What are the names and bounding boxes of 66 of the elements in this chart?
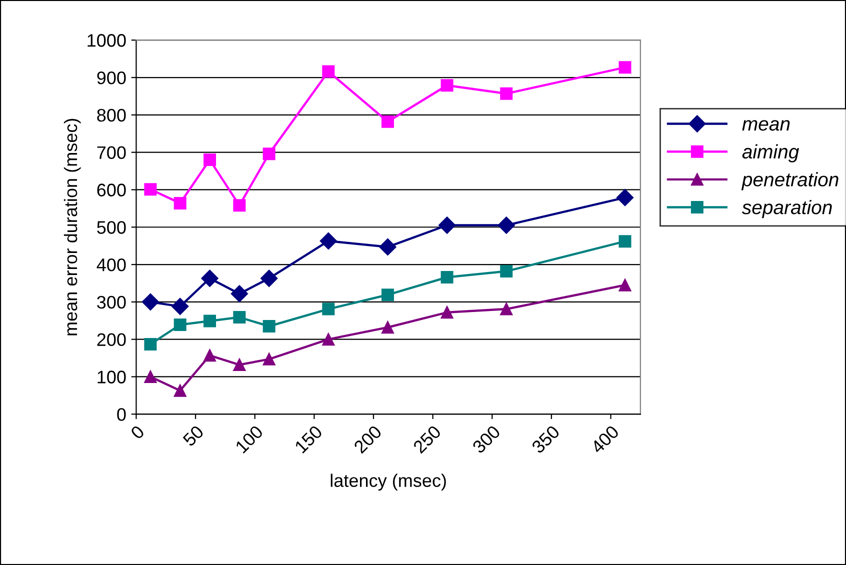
point xyxy=(144,183,157,196)
x-tick-label: 150 xyxy=(294,424,324,454)
point xyxy=(144,370,157,383)
point xyxy=(440,79,454,92)
point xyxy=(618,235,632,248)
point xyxy=(262,352,276,366)
point xyxy=(233,199,246,212)
point xyxy=(260,270,278,287)
y-tick-label: 600 xyxy=(97,184,126,196)
point xyxy=(172,298,189,315)
point xyxy=(262,320,276,332)
point xyxy=(381,115,394,128)
point xyxy=(618,61,632,74)
point xyxy=(142,293,159,310)
point xyxy=(616,189,634,206)
point xyxy=(500,302,513,316)
point xyxy=(322,333,335,346)
point xyxy=(230,285,248,302)
point xyxy=(381,321,394,334)
x-tick-label: 200 xyxy=(353,424,382,454)
point xyxy=(379,238,396,256)
point xyxy=(174,196,186,210)
point xyxy=(201,270,218,287)
x-tick-label: 400 xyxy=(590,424,620,454)
y-tick-label: 500 xyxy=(97,221,126,234)
y-tick-label: 400 xyxy=(96,258,126,272)
x-tick-label: 50 xyxy=(182,424,204,447)
point xyxy=(381,288,394,302)
legend-label: aiming xyxy=(742,144,800,162)
point xyxy=(322,65,335,78)
point xyxy=(440,271,454,284)
y-tick-label: 200 xyxy=(97,333,126,346)
y-tick-label: 900 xyxy=(97,71,126,84)
y-tick-label: 100 xyxy=(98,370,126,384)
x-tick-label: 0 xyxy=(130,424,146,440)
x-axis-title: latency (msec) xyxy=(330,474,446,491)
legend-label: separation xyxy=(742,200,832,218)
x-tick-label: 100 xyxy=(234,424,264,454)
y-tick-label: 0 xyxy=(117,408,126,421)
point xyxy=(262,148,276,160)
y-axis-title: mean error duration (msec) xyxy=(64,118,81,336)
point xyxy=(204,314,216,328)
point xyxy=(204,349,216,362)
x-tick-label: 350 xyxy=(530,424,560,454)
point xyxy=(233,311,246,324)
point xyxy=(320,232,337,250)
point xyxy=(233,358,246,372)
point xyxy=(440,306,454,319)
point xyxy=(204,154,216,166)
point xyxy=(498,216,515,234)
point xyxy=(174,384,186,397)
x-tick-label: 300 xyxy=(472,424,502,454)
point xyxy=(438,216,456,234)
x-tick-label: 250 xyxy=(412,424,442,454)
legend-label: mean xyxy=(742,120,790,131)
point xyxy=(144,338,157,350)
y-tick-label: 1000 xyxy=(88,34,126,47)
point xyxy=(322,302,335,316)
y-tick-label: 800 xyxy=(97,108,126,122)
y-tick-label: 700 xyxy=(97,146,126,160)
point xyxy=(500,87,513,100)
legend-label: penetration xyxy=(741,172,838,190)
point xyxy=(174,318,186,331)
point xyxy=(618,278,632,292)
point xyxy=(500,265,513,278)
y-tick-label: 300 xyxy=(97,296,126,309)
